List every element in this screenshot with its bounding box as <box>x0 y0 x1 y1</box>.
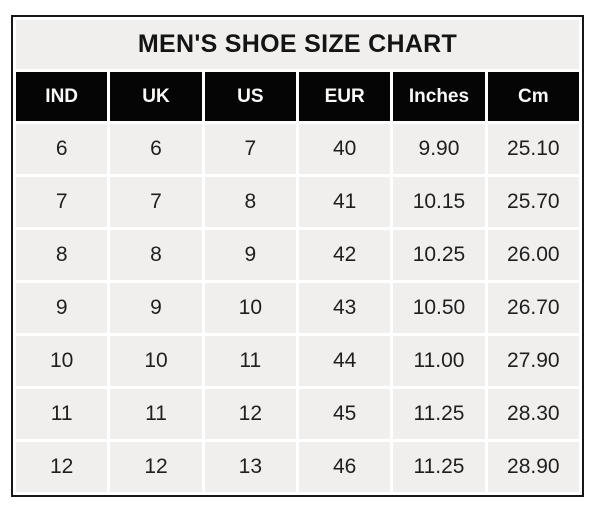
table-cell: 12 <box>16 442 108 492</box>
table-cell: 10.25 <box>393 230 485 280</box>
table-cell: 7 <box>204 124 296 174</box>
table-cell: 9 <box>16 283 108 333</box>
table-cell: 28.90 <box>487 442 579 492</box>
table-cell: 10 <box>110 336 202 386</box>
table-cell: 42 <box>298 230 391 280</box>
column-header-uk: UK <box>110 72 202 121</box>
table-cell: 11 <box>204 336 296 386</box>
table-cell: 46 <box>298 442 391 492</box>
table-cell: 26.00 <box>487 230 579 280</box>
table-cell: 9 <box>110 283 202 333</box>
table-cell: 8 <box>204 177 296 227</box>
table-row: 12 12 13 46 11.25 28.90 <box>16 442 579 492</box>
column-header-inches: Inches <box>393 72 485 121</box>
table-cell: 11 <box>110 389 202 439</box>
table-cell: 10 <box>204 283 296 333</box>
table-cell: 27.90 <box>487 336 579 386</box>
table-cell: 6 <box>110 124 202 174</box>
table-cell: 9 <box>204 230 296 280</box>
table-row: 11 11 12 45 11.25 28.30 <box>16 389 579 439</box>
table-cell: 28.30 <box>487 389 579 439</box>
table-cell: 13 <box>204 442 296 492</box>
table-row: 7 7 8 41 10.15 25.70 <box>16 177 579 227</box>
table-cell: 12 <box>204 389 296 439</box>
table-cell: 11.00 <box>393 336 485 386</box>
table-cell: 11.25 <box>393 389 485 439</box>
table-cell: 7 <box>110 177 202 227</box>
table-cell: 41 <box>298 177 391 227</box>
column-header-ind: IND <box>16 72 108 121</box>
table-cell: 9.90 <box>393 124 485 174</box>
table-row: 8 8 9 42 10.25 26.00 <box>16 230 579 280</box>
page: MEN'S SHOE SIZE CHART IND UK US EUR Inch… <box>0 15 605 521</box>
column-header-eur: EUR <box>298 72 391 121</box>
table-cell: 11 <box>16 389 108 439</box>
table-cell: 10 <box>16 336 108 386</box>
page-title: MEN'S SHOE SIZE CHART <box>16 20 579 69</box>
table-row: 6 6 7 40 9.90 25.10 <box>16 124 579 174</box>
table-cell: 40 <box>298 124 391 174</box>
table-cell: 44 <box>298 336 391 386</box>
table-cell: 45 <box>298 389 391 439</box>
table-cell: 26.70 <box>487 283 579 333</box>
title-row: MEN'S SHOE SIZE CHART <box>16 20 579 69</box>
table-cell: 43 <box>298 283 391 333</box>
column-header-cm: Cm <box>487 72 579 121</box>
table-cell: 25.70 <box>487 177 579 227</box>
table-cell: 25.10 <box>487 124 579 174</box>
table-cell: 8 <box>16 230 108 280</box>
shoe-size-chart-table: MEN'S SHOE SIZE CHART IND UK US EUR Inch… <box>11 15 584 497</box>
table-cell: 8 <box>110 230 202 280</box>
table-cell: 12 <box>110 442 202 492</box>
table-cell: 7 <box>16 177 108 227</box>
table-cell: 6 <box>16 124 108 174</box>
table-header-row: IND UK US EUR Inches Cm <box>16 72 579 121</box>
table-cell: 11.25 <box>393 442 485 492</box>
table-cell: 10.15 <box>393 177 485 227</box>
table-row: 10 10 11 44 11.00 27.90 <box>16 336 579 386</box>
table-cell: 10.50 <box>393 283 485 333</box>
table-row: 9 9 10 43 10.50 26.70 <box>16 283 579 333</box>
column-header-us: US <box>204 72 296 121</box>
